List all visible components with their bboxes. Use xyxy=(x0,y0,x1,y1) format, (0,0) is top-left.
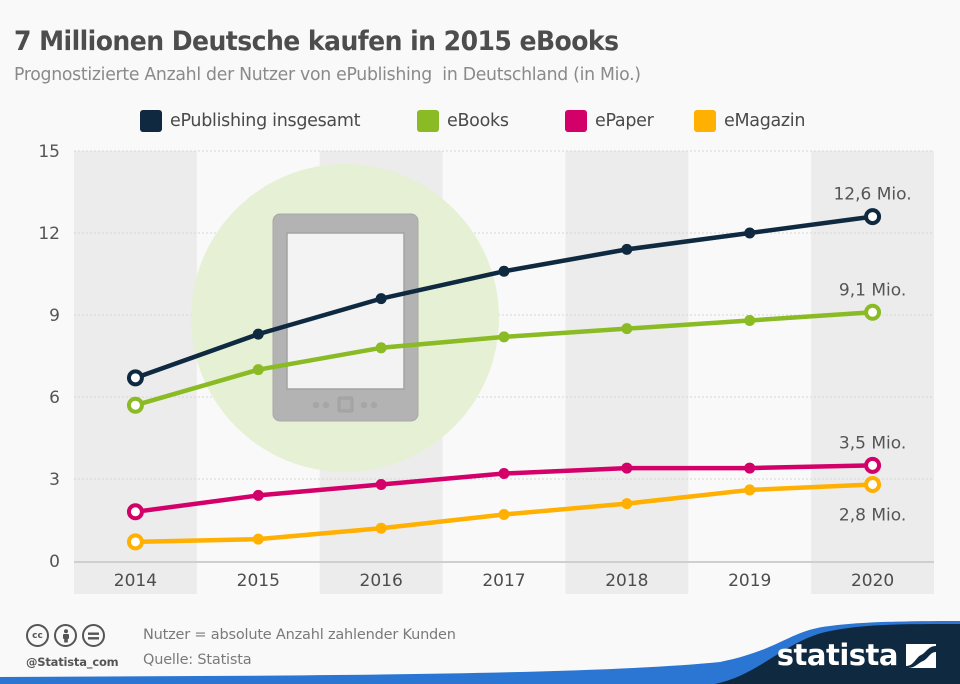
x-tick-label: 2017 xyxy=(482,571,525,591)
x-tick-label: 2015 xyxy=(237,571,280,591)
data-point-epaper xyxy=(864,456,882,474)
data-point-emagazin xyxy=(621,498,633,510)
legend-label-emagazin: eMagazin xyxy=(724,111,806,131)
statista-logo-icon xyxy=(906,644,936,668)
data-point-epublishing xyxy=(864,208,882,226)
y-tick-label: 9 xyxy=(49,306,60,326)
data-point-epaper xyxy=(126,503,144,521)
legend-swatch-epublishing xyxy=(140,110,162,132)
y-axis-ticks: 0 3 6 9 12 15 xyxy=(38,142,60,572)
chart-subtitle: Prognostizierte Anzahl der Nutzer von eP… xyxy=(14,64,641,85)
e-reader-button xyxy=(312,401,320,409)
x-axis-ticks: 2014 2015 2016 2017 2018 2019 2020 xyxy=(114,571,894,591)
equals-glyph xyxy=(88,632,99,639)
legend-label-epublishing: ePublishing insgesamt xyxy=(170,111,361,131)
legend-label-ebooks: eBooks xyxy=(447,111,509,131)
person-glyph xyxy=(62,628,69,642)
legend-swatch-emagazin xyxy=(694,110,716,132)
legend-item-epublishing: ePublishing insgesamt xyxy=(140,110,360,132)
e-reader-home-button-inner xyxy=(341,400,350,409)
data-point-ebooks xyxy=(498,331,510,343)
data-point-emagazin xyxy=(375,522,387,534)
data-point-epaper xyxy=(375,478,387,490)
cc-icon-text: cc xyxy=(32,630,43,641)
legend-item-ebooks: eBooks xyxy=(417,110,509,132)
footnote: Nutzer = absolute Anzahl zahlender Kunde… xyxy=(143,627,456,643)
data-point-ebooks xyxy=(621,323,633,335)
data-point-emagazin xyxy=(864,475,882,493)
data-label-epublishing: 12,6 Mio. xyxy=(833,185,911,205)
data-point-emagazin xyxy=(498,509,510,521)
y-tick-label: 3 xyxy=(49,470,60,490)
data-label-emagazin: 2,8 Mio. xyxy=(839,505,906,525)
y-tick-label: 15 xyxy=(38,142,60,162)
data-label-epaper: 3,5 Mio. xyxy=(839,433,906,453)
data-point-ebooks xyxy=(252,364,264,376)
license-icons: cc xyxy=(26,624,105,647)
legend-swatch-ebooks xyxy=(417,110,439,132)
data-point-epublishing xyxy=(498,265,510,277)
statista-handle[interactable]: @Statista_com xyxy=(26,655,119,669)
x-tick-label: 2014 xyxy=(114,571,157,591)
data-point-ebooks xyxy=(126,396,144,414)
e-reader-button xyxy=(360,401,368,409)
data-point-epublishing xyxy=(126,369,144,387)
x-tick-label: 2016 xyxy=(360,571,403,591)
cc-icon[interactable]: cc xyxy=(26,624,49,647)
e-reader-button xyxy=(370,401,378,409)
legend-swatch-epaper xyxy=(565,110,587,132)
data-point-epaper xyxy=(621,462,633,474)
e-reader-icon xyxy=(191,164,499,472)
data-point-epaper xyxy=(744,462,756,474)
legend: ePublishing insgesamt eBooks ePaper eMag… xyxy=(0,110,960,136)
x-tick-label: 2020 xyxy=(851,571,894,591)
data-point-ebooks xyxy=(864,303,882,321)
x-tick-label: 2019 xyxy=(728,571,771,591)
brand-panel xyxy=(715,624,960,684)
source-text: Quelle: Statista xyxy=(143,652,252,668)
data-point-epublishing xyxy=(744,227,756,239)
y-tick-label: 12 xyxy=(38,224,60,244)
data-point-epaper xyxy=(498,468,510,480)
y-tick-label: 6 xyxy=(49,388,60,408)
data-point-ebooks xyxy=(375,342,387,354)
attribution-icon[interactable] xyxy=(54,624,77,647)
legend-label-epaper: ePaper xyxy=(595,111,654,131)
data-point-epublishing xyxy=(621,243,633,255)
data-labels: 12,6 Mio. 9,1 Mio. 3,5 Mio. 2,8 Mio. xyxy=(833,185,911,526)
brand-bar xyxy=(0,621,960,684)
data-point-emagazin xyxy=(126,533,144,551)
statista-logo-text[interactable]: statista xyxy=(776,638,899,672)
data-point-emagazin xyxy=(252,533,264,545)
x-tick-label: 2018 xyxy=(605,571,648,591)
accent-swoosh xyxy=(0,621,960,684)
column-band xyxy=(565,151,689,594)
data-point-epublishing xyxy=(375,293,387,305)
data-label-ebooks: 9,1 Mio. xyxy=(839,280,906,300)
chart-title: 7 Millionen Deutsche kaufen in 2015 eBoo… xyxy=(14,26,619,57)
data-point-emagazin xyxy=(744,484,756,496)
e-reader-button xyxy=(322,401,330,409)
data-point-epaper xyxy=(252,489,264,501)
data-point-epublishing xyxy=(252,328,264,340)
data-point-ebooks xyxy=(744,314,756,326)
y-tick-label: 0 xyxy=(49,552,60,572)
series-lines xyxy=(126,208,882,551)
legend-item-emagazin: eMagazin xyxy=(694,110,805,132)
legend-item-epaper: ePaper xyxy=(565,110,654,132)
line-chart: 0 3 6 9 12 15 2014 2015 2016 2017 2018 2019 2020 12… xyxy=(38,142,934,594)
no-derivatives-icon[interactable] xyxy=(82,624,105,647)
